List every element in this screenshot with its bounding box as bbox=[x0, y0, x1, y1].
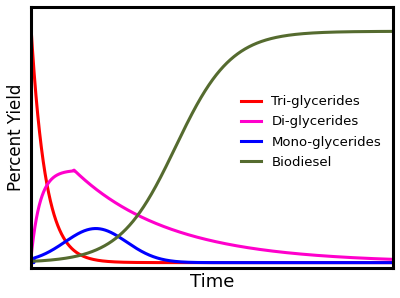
Legend: Tri-glycerides, Di-glycerides, Mono-glycerides, Biodiesel: Tri-glycerides, Di-glycerides, Mono-glyc… bbox=[236, 90, 386, 174]
Y-axis label: Percent Yield: Percent Yield bbox=[7, 83, 25, 191]
X-axis label: Time: Time bbox=[190, 273, 234, 291]
